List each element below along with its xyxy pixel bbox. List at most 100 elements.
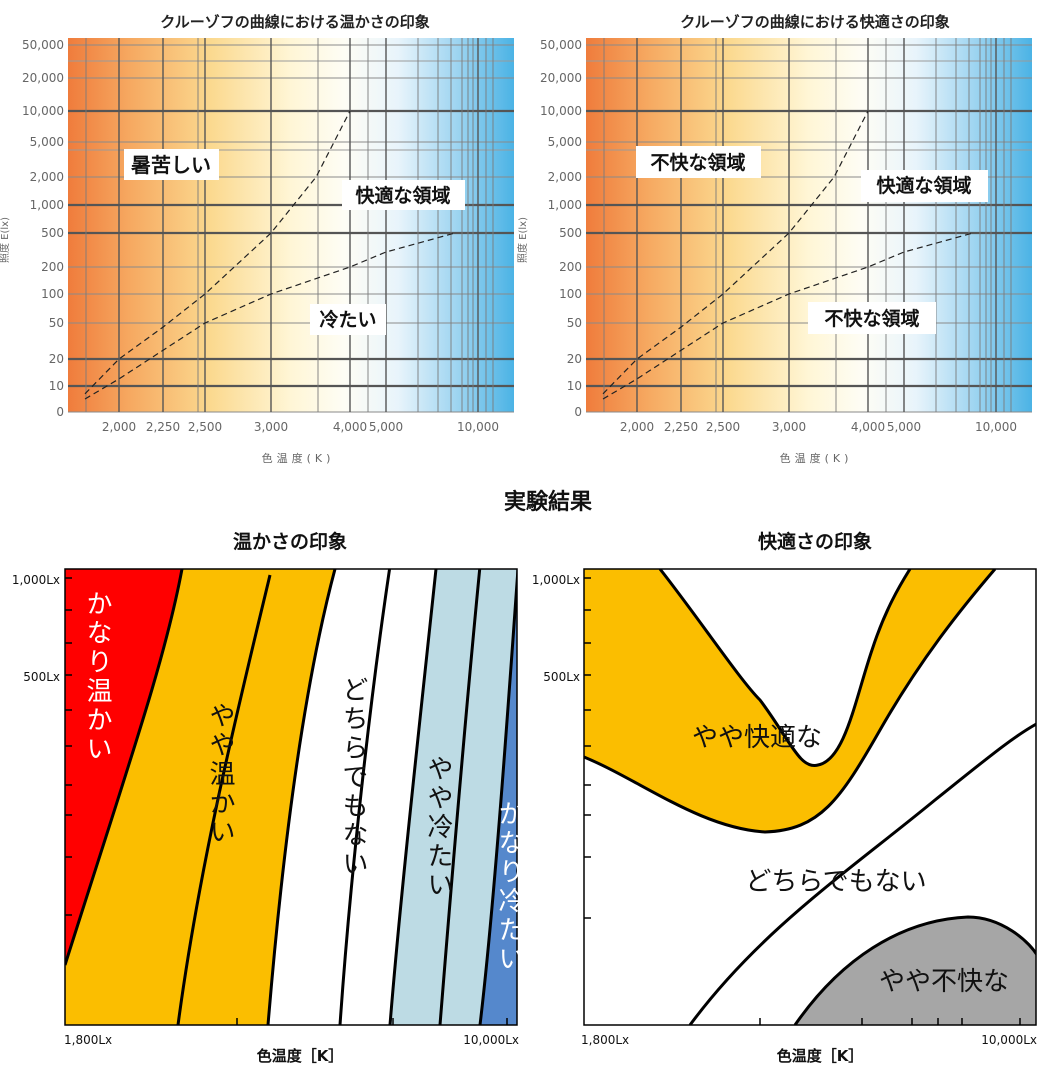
x-tick-label: 1,800Lx	[581, 1033, 629, 1047]
x-tick-label: 10,000	[457, 420, 499, 434]
boundary-line	[793, 915, 1036, 1025]
lower-kruithof-curve	[602, 232, 974, 400]
region-label-slightly-comfortable: やや快適な	[692, 723, 822, 753]
y-tick-label: 10	[49, 379, 64, 393]
region-label-box	[342, 180, 465, 210]
plot-background	[68, 38, 514, 412]
y-tick-label: 20,000	[22, 71, 64, 85]
x-tick-label: 2,000	[102, 420, 136, 434]
y-tick-label: 10,000	[22, 104, 64, 118]
x-tick-label: 4,000	[851, 420, 885, 434]
y-axis-label: 照度 E(lx)	[0, 217, 11, 263]
x-tick-label: 5,000	[887, 420, 921, 434]
y-tick-label: 1,000	[30, 198, 64, 212]
boundary-line	[176, 574, 272, 1025]
x-tick-label: 2,250	[664, 420, 698, 434]
boundary-line	[266, 569, 337, 1025]
x-tick-label: 4,000	[333, 420, 367, 434]
boundary-line	[388, 569, 438, 1025]
plot-frame	[64, 568, 518, 1026]
region-label-slightly-cold: やや冷たい	[423, 755, 453, 900]
chart-title: クルーゾフの曲線における温かさの印象	[160, 13, 430, 31]
x-tick-label: 10,000Lx	[463, 1033, 519, 1047]
region-label-very-cold: かなり冷たい	[494, 800, 524, 974]
region-label-neutral: どちらでもない	[338, 676, 368, 879]
x-axis-label: 色温度(K)	[262, 451, 335, 465]
y-tick-label: 1,000Lx	[532, 573, 580, 587]
y-tick-label: 0	[574, 405, 582, 419]
y-tick-label: 2,000	[548, 170, 582, 184]
y-axis-ticks: 0 10 20 50 100 200 500 1,000 2,000 5,000 10,000 20,…	[540, 38, 582, 419]
chart-title: 快適さの印象	[758, 530, 872, 553]
boundary-line	[65, 569, 184, 966]
y-tick-label: 1,000	[548, 198, 582, 212]
x-tick-label: 3,000	[254, 420, 288, 434]
y-tick-label: 500	[559, 226, 582, 240]
region-label-box	[636, 146, 761, 178]
grid	[68, 38, 514, 413]
region-fill-very-warm	[65, 569, 182, 965]
region-label-uncomfortable: 不快な領域	[824, 307, 919, 330]
region-label-box	[861, 170, 988, 202]
boundary-line	[658, 569, 912, 768]
plot-background	[586, 38, 1032, 412]
y-tick-label: 50,000	[22, 38, 64, 52]
y-tick-label: 50	[49, 316, 64, 330]
region-label-comfortable: 快適な領域	[355, 184, 450, 207]
region-label-box	[310, 304, 386, 335]
y-axis-label: 照度 E(lx)	[516, 217, 529, 263]
x-tick-label: 2,000	[620, 420, 654, 434]
x-tick-label: 2,250	[146, 420, 180, 434]
y-axis-ticks: 0 10 20 50 100 200 500 1,000 2,000 5,000 10,000 20,…	[22, 38, 64, 419]
kruithof-warmth-chart: クルーゾフの曲線における温かさの印象 0 10 20 50 100 200 500 1,000…	[0, 13, 514, 465]
chart-title: クルーゾフの曲線における快適さの印象	[680, 13, 950, 31]
kruithof-curves	[602, 110, 974, 400]
kruithof-curves	[84, 110, 456, 400]
x-axis-ticks: 2,000 2,250 2,500 3,000 4,000 5,000 10,000	[102, 420, 499, 434]
y-tick-label: 100	[559, 287, 582, 301]
y-tick-label: 5,000	[548, 135, 582, 149]
y-axis-minor-ticks	[584, 577, 591, 919]
x-tick-label: 10,000Lx	[981, 1033, 1037, 1047]
y-tick-label: 50	[567, 316, 582, 330]
region-label-uncomfortable: 不快な領域	[650, 151, 745, 174]
y-tick-label: 10	[567, 379, 582, 393]
y-axis-minor-ticks	[65, 577, 72, 916]
kruithof-comfort-chart: クルーゾフの曲線における快適さの印象 0 10 20 50 100 200 500 1,000…	[516, 13, 1032, 465]
region-label-very-warm: かなり温かい	[82, 590, 112, 764]
y-tick-label: 100	[41, 287, 64, 301]
plot-frame	[583, 568, 1037, 1026]
y-tick-label: 200	[559, 260, 582, 274]
boundary-line	[478, 569, 517, 1025]
y-tick-label: 500Lx	[543, 670, 580, 684]
region-label-slightly-warm: やや温かい	[205, 702, 235, 847]
boundary-line	[438, 569, 482, 1025]
x-axis-minor-ticks	[759, 1018, 1021, 1025]
x-axis-ticks: 2,000 2,250 2,500 3,000 4,000 5,000 10,000	[620, 420, 1017, 434]
region-label-neutral: どちらでもない	[745, 867, 926, 897]
x-tick-label: 3,000	[772, 420, 806, 434]
region-label-comfortable: 快適な領域	[876, 174, 971, 197]
region-label-cold: 冷たい	[319, 308, 376, 331]
comfort-result-chart: 快適さの印象 1,000Lx 500Lx 1,800Lx 10,000Lx	[532, 530, 1037, 1065]
boundary-line	[338, 569, 392, 1025]
x-tick-label: 10,000	[975, 420, 1017, 434]
lower-kruithof-curve	[84, 232, 456, 400]
y-tick-label: 5,000	[30, 135, 64, 149]
x-tick-label: 2,500	[188, 420, 222, 434]
warmth-result-chart: 温かさの印象 1,000Lx 50	[12, 530, 524, 1065]
y-tick-label: 50,000	[540, 38, 582, 52]
x-axis-label: 色温度［K］	[257, 1047, 344, 1065]
region-fill-slightly-comfortable-top-notch	[660, 569, 910, 766]
region-fill-slightly-uncomfortable	[795, 917, 1036, 1025]
y-tick-label: 2,000	[30, 170, 64, 184]
y-tick-label: 1,000Lx	[12, 573, 60, 587]
y-tick-label: 20	[49, 352, 64, 366]
y-tick-label: 20	[567, 352, 582, 366]
y-tick-label: 0	[56, 405, 64, 419]
x-tick-label: 5,000	[369, 420, 403, 434]
chart-title: 温かさの印象	[233, 530, 347, 553]
region-label-hot: 暑苦しい	[131, 153, 211, 177]
y-tick-label: 500Lx	[23, 670, 60, 684]
x-tick-label: 1,800Lx	[64, 1033, 112, 1047]
